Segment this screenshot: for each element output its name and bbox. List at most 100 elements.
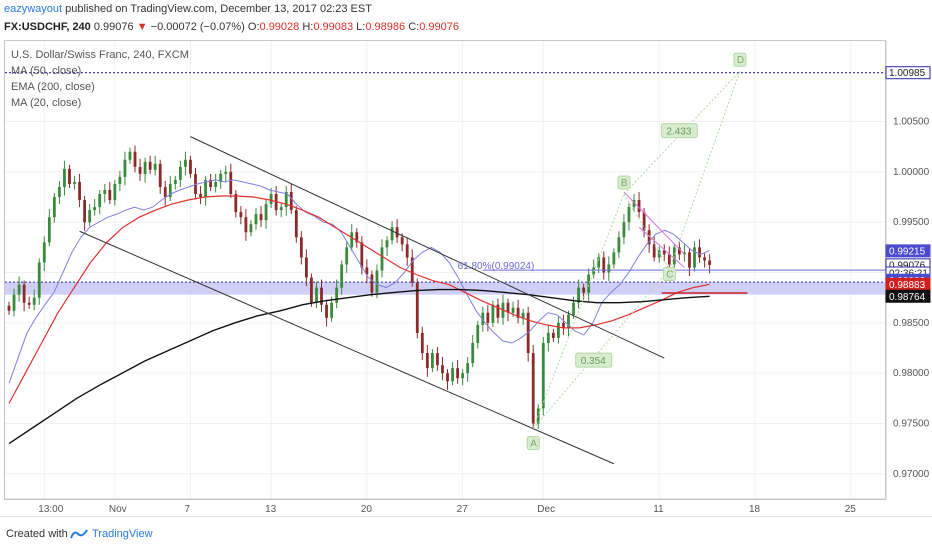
last-price: 0.99076: [93, 21, 134, 33]
candle-body: [420, 332, 424, 354]
high-value: 0.99083: [313, 21, 354, 33]
candle: [234, 189, 238, 218]
candle: [143, 157, 147, 183]
price-tick-label: 1.00000: [893, 167, 930, 178]
candle-body: [410, 257, 414, 283]
candle: [249, 220, 253, 237]
candle: [88, 204, 92, 227]
candle-body: [632, 200, 636, 208]
candle-body: [294, 210, 298, 238]
candle-body: [657, 250, 661, 258]
candle: [688, 248, 691, 277]
candle: [496, 298, 500, 324]
candle-body: [375, 270, 379, 293]
candle-body: [461, 373, 465, 379]
candle: [380, 239, 384, 278]
time-tick-label: 18: [749, 504, 761, 515]
candle: [541, 336, 545, 416]
candle-body: [83, 200, 87, 223]
candle-body: [400, 237, 404, 245]
legend-ma50[interactable]: MA (50, close): [11, 65, 82, 77]
candle-body: [133, 151, 137, 167]
candle-body: [108, 189, 112, 201]
candle: [73, 175, 76, 190]
candle: [118, 170, 122, 191]
time-tick-label: Nov: [109, 504, 127, 515]
author-link[interactable]: eazywayout: [4, 3, 63, 15]
candle: [123, 151, 127, 186]
price-tag-box: [885, 289, 931, 303]
candle-body: [93, 207, 97, 211]
candle: [415, 278, 419, 339]
candle: [355, 228, 359, 248]
candle-body: [12, 294, 16, 311]
candle: [370, 270, 374, 297]
pattern-point-box-c: [662, 266, 676, 281]
chart-legend: U.S. Dollar/Swiss Franc, 240, FXCM MA (5…: [11, 47, 189, 111]
channel-upper-line: [190, 136, 665, 359]
candle: [456, 360, 459, 384]
candle: [436, 347, 439, 371]
candle: [602, 251, 606, 280]
candle-body: [431, 353, 434, 369]
candle: [531, 344, 535, 428]
candle-body: [602, 257, 606, 273]
candle-body: [118, 176, 122, 184]
candle-body: [224, 171, 228, 174]
candle: [551, 328, 555, 342]
candle: [63, 160, 66, 196]
candle-body: [672, 247, 676, 265]
candle-body: [259, 214, 263, 221]
candle: [562, 314, 565, 335]
candle-body: [17, 284, 21, 295]
candle-body: [607, 264, 611, 273]
quote-line: FX:USDCHF, 240 0.99076 ▼ −0.00072 (−0.07…: [4, 20, 459, 34]
candle-body: [214, 181, 218, 187]
candle-body: [42, 242, 46, 263]
price-tick-label: 0.98500: [893, 318, 930, 329]
candle-body: [405, 244, 409, 258]
candle: [315, 281, 318, 309]
candle: [27, 296, 31, 309]
candle: [577, 279, 580, 309]
candle-body: [209, 179, 213, 187]
candle: [310, 273, 313, 307]
low-label: L:: [356, 21, 366, 33]
candle-body: [264, 204, 268, 221]
candle: [279, 203, 283, 218]
publish-header: eazywayout published on TradingView.com,…: [4, 2, 372, 16]
legend-ema200[interactable]: EMA (200, close): [11, 81, 95, 93]
candle-body: [52, 197, 56, 218]
candle: [677, 241, 681, 260]
candle-body: [279, 207, 283, 211]
candle: [168, 175, 172, 202]
price-change: −0.00072 (−0.07%): [150, 21, 245, 33]
candle: [244, 209, 248, 241]
ema200-line: [8, 288, 710, 445]
candle: [390, 221, 394, 245]
candle: [58, 180, 61, 205]
legend-ma20[interactable]: MA (20, close): [11, 97, 82, 109]
candle-body: [345, 247, 349, 265]
candle: [546, 324, 550, 352]
candle: [289, 183, 293, 215]
candle: [612, 248, 616, 269]
candle-body: [138, 166, 142, 174]
candle-body: [642, 212, 646, 231]
candle: [360, 236, 364, 275]
high-label: H:: [302, 21, 314, 33]
candle-body: [662, 250, 666, 255]
ratio-box: [575, 352, 613, 368]
candle-body: [249, 224, 253, 233]
candle: [466, 357, 470, 382]
tradingview-brand[interactable]: TradingView: [92, 528, 153, 540]
candle-body: [98, 194, 102, 208]
candle-body: [199, 194, 202, 198]
candle-body: [370, 274, 374, 293]
candle-body: [546, 332, 550, 343]
ratio-box: [660, 123, 698, 139]
candle: [42, 236, 46, 272]
candle-body: [244, 217, 248, 233]
candle: [214, 173, 218, 193]
